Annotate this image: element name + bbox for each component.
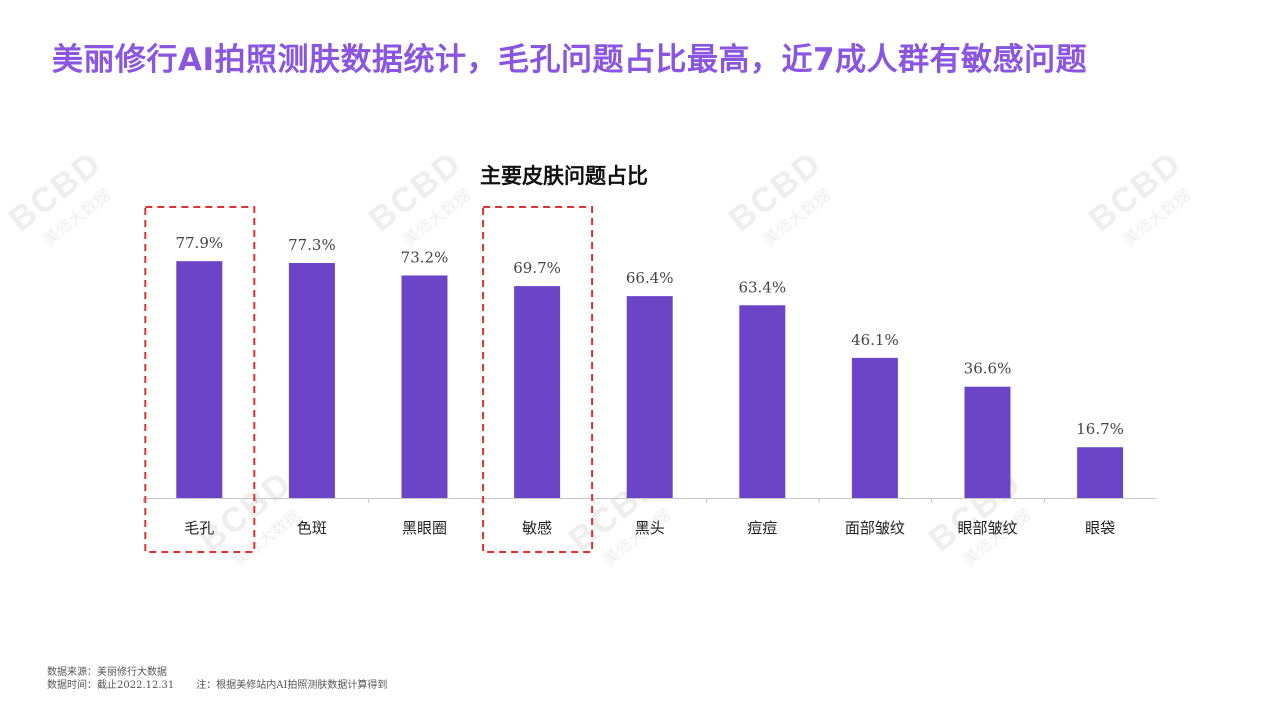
bar-7 — [851, 357, 898, 498]
category-label: 敏感 — [522, 519, 552, 537]
category-label: 毛孔 — [184, 519, 214, 537]
bar-6 — [739, 305, 786, 498]
value-label: 16.7% — [1076, 420, 1124, 438]
bar-4 — [514, 286, 561, 498]
value-label: 63.4% — [738, 278, 786, 296]
category-label: 色斑 — [297, 519, 327, 537]
value-label: 46.1% — [851, 331, 899, 349]
bar-3 — [401, 275, 448, 498]
value-label: 66.4% — [626, 269, 674, 287]
category-label: 黑头 — [635, 519, 665, 537]
category-label: 眼袋 — [1085, 519, 1115, 537]
value-label: 77.3% — [288, 236, 336, 254]
value-label: 36.6% — [964, 360, 1012, 378]
method-note: 注：根据美修站内AI拍照测肤数据计算得到 — [196, 680, 388, 691]
category-label: 痘痘 — [747, 519, 777, 537]
bar-2 — [288, 263, 335, 498]
bar-1 — [176, 261, 223, 498]
category-label: 黑眼圈 — [402, 519, 447, 537]
bar-8 — [964, 386, 1011, 498]
category-label: 眼部皱纹 — [957, 519, 1017, 537]
chart-title: 主要皮肤问题占比 — [480, 163, 648, 188]
time-note: 数据时间：截止2022.12.31 — [47, 680, 175, 691]
category-label: 面部皱纹 — [845, 519, 905, 537]
bar-9 — [1077, 447, 1124, 498]
value-label: 69.7% — [513, 259, 561, 277]
value-label: 73.2% — [401, 248, 449, 266]
value-label: 77.9% — [175, 234, 223, 252]
highlight-box — [144, 206, 256, 553]
source-note: 数据来源：美丽修行大数据 — [47, 667, 167, 678]
headline: 美丽修行AI拍照测肤数据统计，毛孔问题占比最高，近7成人群有敏感问题 — [52, 42, 1088, 78]
highlight-box — [482, 206, 594, 553]
footnotes: 数据来源：美丽修行大数据 数据时间：截止2022.12.31 注：根据美修站内AI… — [47, 666, 387, 692]
bar-5 — [626, 296, 673, 498]
